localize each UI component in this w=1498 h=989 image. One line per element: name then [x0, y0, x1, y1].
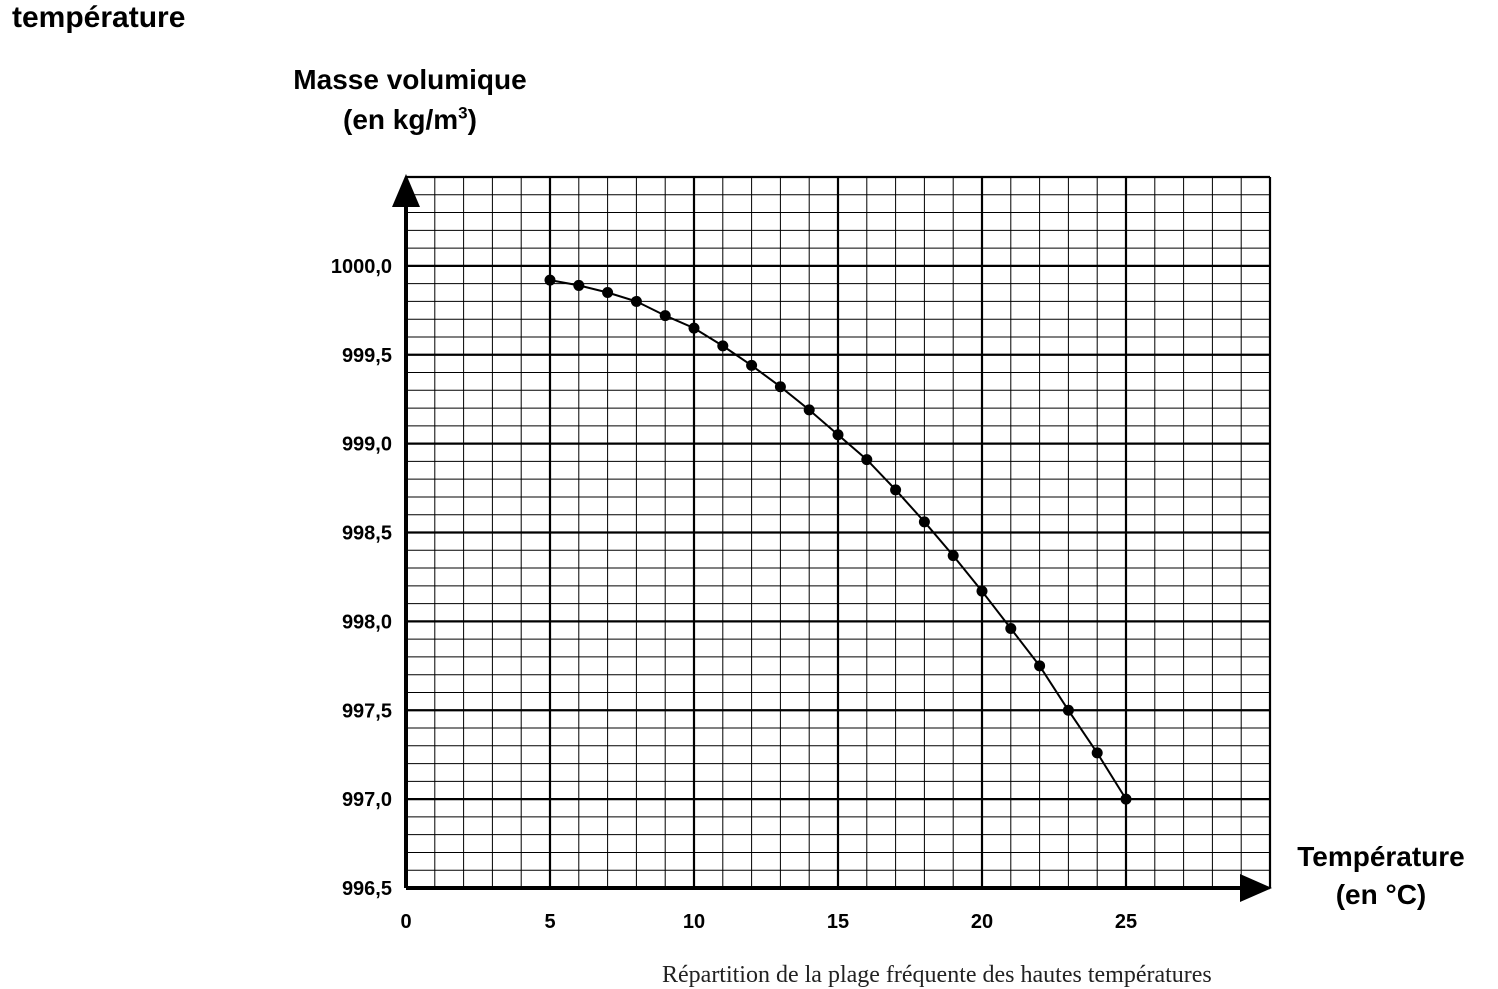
y-tick-label: 997,0: [342, 789, 392, 811]
tick-labels: 0 5 10 15 20 25 996,5 997,0 997,5 998,0 998,5 999,0…: [331, 256, 1137, 933]
y-axis-arrow-icon: [392, 174, 420, 207]
y-tick-label: 998,5: [342, 523, 392, 545]
data-point: [832, 429, 844, 441]
x-tick-label: 20: [971, 911, 993, 933]
y-axis-label-line1: Masse volumique: [293, 64, 527, 95]
data-point: [774, 381, 786, 393]
y-tick-label: 999,5: [342, 345, 392, 367]
x-axis-label-line1: Température: [1297, 841, 1465, 872]
data-point: [890, 484, 902, 496]
x-axis-label-line2: (en °C): [1335, 879, 1427, 910]
y-tick-label: 997,5: [342, 700, 392, 722]
data-point: [544, 274, 556, 286]
data-point: [688, 322, 700, 334]
y-tick-label: 999,0: [342, 434, 392, 456]
x-tick-label: 10: [683, 911, 705, 933]
y-tick-label: 1000,0: [331, 256, 392, 278]
x-axis-label: Température (en °C): [1268, 838, 1494, 914]
y-tick-label: 996,5: [342, 878, 392, 900]
data-point: [803, 404, 815, 416]
y-axis-label: Masse volumique (en kg/m3): [260, 60, 560, 140]
data-point: [659, 310, 671, 322]
data-point: [1034, 660, 1046, 672]
data-point: [602, 287, 614, 299]
data-point: [573, 279, 585, 291]
data-point: [1005, 622, 1017, 634]
x-tick-label: 5: [544, 911, 555, 933]
x-tick-label: 15: [827, 911, 849, 933]
data-point: [1062, 704, 1074, 716]
data-point: [1091, 747, 1103, 759]
y-axis-label-line2: (en kg/m3): [343, 103, 477, 135]
axes: [392, 174, 1272, 902]
x-tick-label: 0: [400, 911, 411, 933]
data-points: [544, 274, 1132, 805]
data-point: [1120, 793, 1132, 805]
data-point: [976, 585, 988, 597]
data-point: [746, 359, 758, 371]
data-point: [717, 340, 729, 352]
data-point: [861, 454, 873, 466]
x-tick-label: 25: [1115, 911, 1137, 933]
y-tick-label: 998,0: [342, 611, 392, 633]
data-point: [630, 295, 642, 307]
figure-caption: Répartition de la plage fréquente des ha…: [662, 962, 1212, 988]
data-point: [947, 550, 959, 562]
x-axis-arrow-icon: [1240, 874, 1272, 902]
data-point: [918, 516, 930, 528]
page-heading: température: [12, 1, 186, 34]
